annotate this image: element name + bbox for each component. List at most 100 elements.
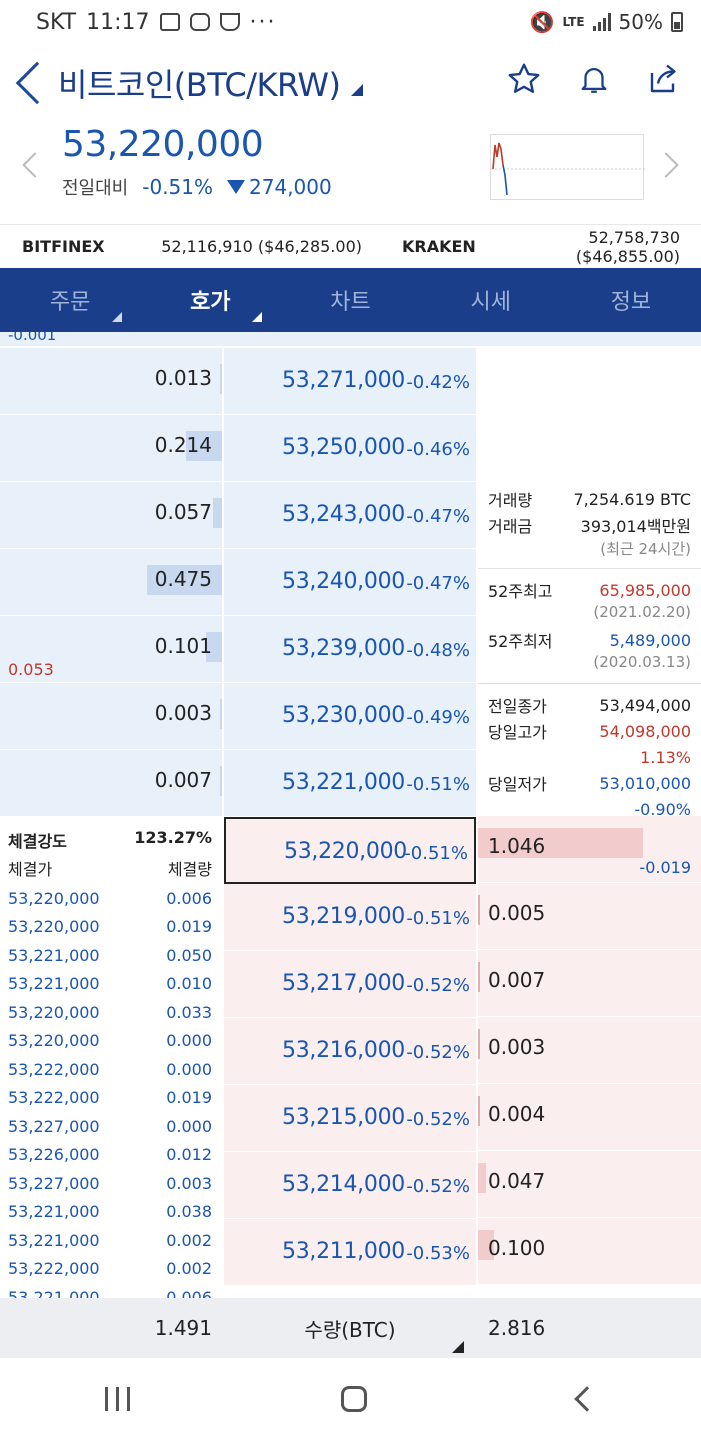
- prev-coin-arrow-icon[interactable]: [22, 152, 48, 178]
- unit-selector[interactable]: 수량(BTC): [222, 1314, 478, 1353]
- trade-row[interactable]: 53,221,000 0.050: [0, 941, 222, 970]
- trade-row[interactable]: 53,221,000 0.002: [0, 1226, 222, 1255]
- bid-qty-cell[interactable]: 1.046 -0.019: [478, 816, 701, 883]
- low52-date: (2020.03.13): [593, 653, 691, 671]
- signal-icon: [592, 13, 611, 31]
- bid-price: 53,211,000: [282, 1239, 405, 1264]
- trade-row[interactable]: 53,221,000 0.038: [0, 1198, 222, 1227]
- tab-corner-icon: [252, 312, 263, 322]
- trade-row[interactable]: 53,222,000 0.002: [0, 1255, 222, 1284]
- trade-row[interactable]: 53,222,000 0.000: [0, 1055, 222, 1084]
- bid-price-row[interactable]: 53,214,000 -0.52%: [224, 1152, 476, 1219]
- coin-selector-caret-icon[interactable]: [350, 84, 363, 96]
- bid-qty: 0.047: [488, 1169, 546, 1193]
- bid-qty-cell[interactable]: 0.004: [478, 1084, 701, 1151]
- ask-qty: 0.057: [154, 500, 212, 524]
- coin-title[interactable]: 비트코인(BTC/KRW): [58, 66, 341, 104]
- ask-price-row[interactable]: 53,250,000 -0.46%: [224, 415, 476, 482]
- current-price-row[interactable]: 53,220,000 -0.51%: [224, 817, 476, 884]
- trade-list: 53,220,000 0.006 53,220,000 0.019 53,221,000…: [0, 884, 222, 1298]
- trade-row[interactable]: 53,220,000 0.033: [0, 998, 222, 1027]
- bid-qty-cell[interactable]: 0.007: [478, 950, 701, 1017]
- change-amount: 274,000: [249, 175, 332, 199]
- bid-qty-cell[interactable]: 0.047: [478, 1151, 701, 1218]
- ask-qty-change: 0.053: [8, 660, 54, 679]
- ask-qty-cell[interactable]: 0.057: [0, 482, 222, 549]
- ask-percent: -0.42%: [406, 372, 470, 393]
- bid-qty-cell[interactable]: 0.100: [478, 1218, 701, 1285]
- bid-depth-bar: [478, 962, 480, 992]
- recents-icon[interactable]: [105, 1387, 131, 1411]
- ask-price-row[interactable]: 53,240,000 -0.47%: [224, 549, 476, 616]
- trade-price: 53,220,000: [8, 1031, 100, 1051]
- ask-qty-cell[interactable]: 0.013: [0, 348, 222, 415]
- bid-percent: -0.52%: [406, 1176, 470, 1197]
- market-info-panel: 거래량 7,254.619 BTC 거래금 393,014백만원 (최근 24시간)…: [478, 348, 701, 819]
- section-tabs: 주문 호가 차트 시세 정보: [0, 268, 701, 332]
- tab-chart[interactable]: 차트: [280, 268, 420, 332]
- ask-qty-cell[interactable]: 0.101 0.053: [0, 616, 222, 683]
- trade-qty: 0.050: [166, 945, 212, 965]
- tab-order[interactable]: 주문: [0, 268, 140, 332]
- trade-qty: 0.000: [166, 1116, 212, 1136]
- ask-total: 1.491: [154, 1316, 212, 1340]
- trade-row[interactable]: 53,220,000 0.000: [0, 1027, 222, 1056]
- trade-price: 53,221,000: [8, 974, 100, 994]
- mini-chart[interactable]: [490, 134, 645, 200]
- trade-price: 53,220,000: [8, 917, 100, 937]
- trade-row[interactable]: 53,222,000 0.019: [0, 1084, 222, 1113]
- volume-value: 7,254.619 BTC: [573, 489, 692, 509]
- trade-qty: 0.000: [166, 1031, 212, 1051]
- bid-price-row[interactable]: 53,215,000 -0.52%: [224, 1085, 476, 1152]
- home-icon[interactable]: [340, 1386, 367, 1412]
- alarm-bell-icon[interactable]: [575, 60, 613, 98]
- ask-qty-cell[interactable]: 0.003: [0, 683, 222, 750]
- trade-row[interactable]: 53,221,000 0.010: [0, 970, 222, 999]
- bid-price-row[interactable]: 53,211,000 -0.53%: [224, 1219, 476, 1286]
- bid-qty-cell[interactable]: 0.005: [478, 883, 701, 950]
- trade-row[interactable]: 53,226,000 0.012: [0, 1141, 222, 1170]
- ask-qty-cell[interactable]: 0.475: [0, 549, 222, 616]
- back-icon[interactable]: [15, 61, 59, 105]
- ask-price-row[interactable]: 53,230,000 -0.49%: [224, 683, 476, 750]
- bid-price-row[interactable]: 53,216,000 -0.52%: [224, 1018, 476, 1085]
- trade-row[interactable]: 53,227,000 0.000: [0, 1112, 222, 1141]
- high52-date: (2021.02.20): [593, 603, 691, 621]
- trade-row[interactable]: 53,220,000 0.019: [0, 913, 222, 942]
- next-coin-arrow-icon[interactable]: [653, 152, 679, 178]
- ask-price-row[interactable]: 53,221,000 -0.51%: [224, 750, 476, 817]
- tab-market[interactable]: 시세: [421, 268, 561, 332]
- down-triangle-icon: [227, 180, 246, 194]
- bid-qty-cell[interactable]: 0.003: [478, 1017, 701, 1084]
- trade-row[interactable]: 53,227,000 0.003: [0, 1169, 222, 1198]
- trade-qty: 0.033: [166, 1002, 212, 1022]
- ask-qty-cell[interactable]: 0.007: [0, 750, 222, 817]
- favorite-star-icon[interactable]: [505, 60, 543, 98]
- trade-price: 53,220,000: [8, 1002, 100, 1022]
- ask-price: 53,240,000: [282, 569, 405, 594]
- trade-price: 53,221,000: [8, 1230, 100, 1250]
- ask-depth-bar: [206, 632, 222, 662]
- tab-info[interactable]: 정보: [561, 268, 701, 332]
- ask-price-row[interactable]: 53,243,000 -0.47%: [224, 482, 476, 549]
- tab-orderbook[interactable]: 호가: [140, 268, 280, 332]
- share-icon[interactable]: [645, 60, 683, 98]
- trade-row[interactable]: 53,221,000 0.006: [0, 1283, 222, 1298]
- volume-label: 거래량: [488, 491, 533, 510]
- bid-price: 53,215,000: [282, 1105, 405, 1130]
- ask-price-row[interactable]: 53,239,000 -0.48%: [224, 616, 476, 683]
- bid-price-row[interactable]: 53,219,000 -0.51%: [224, 884, 476, 951]
- trade-price: 53,221,000: [8, 945, 100, 965]
- unit-caret-icon: [452, 1340, 464, 1353]
- bid-qty: 0.003: [488, 1035, 546, 1059]
- system-back-icon[interactable]: [573, 1386, 600, 1412]
- battery-percent: 50%: [618, 10, 663, 34]
- ask-qty-cell[interactable]: 0.214: [0, 415, 222, 482]
- trade-row[interactable]: 53,220,000 0.006: [0, 884, 222, 913]
- ask-percent: -0.51%: [406, 774, 470, 795]
- ask-price-row[interactable]: 53,271,000 -0.42%: [224, 348, 476, 415]
- strength-label: 체결강도: [8, 832, 67, 851]
- bid-price-row[interactable]: 53,217,000 -0.52%: [224, 951, 476, 1018]
- bid-percent: -0.52%: [406, 975, 470, 996]
- bid-percent: -0.53%: [406, 1243, 470, 1264]
